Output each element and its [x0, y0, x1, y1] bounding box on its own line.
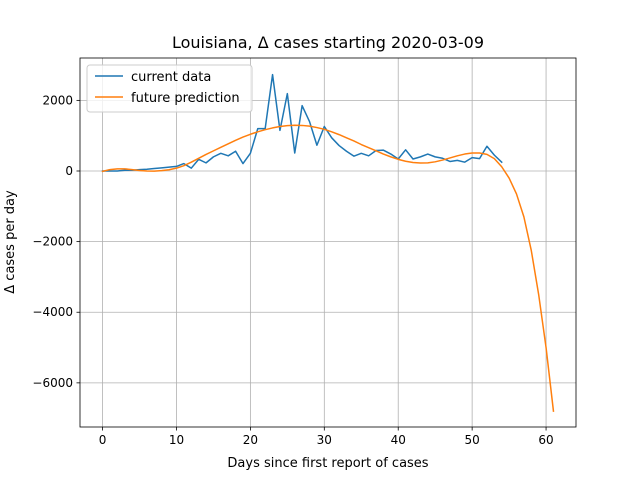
- x-tick-label: 30: [317, 433, 332, 447]
- legend-box: [86, 64, 253, 113]
- y-tick-label: 0: [65, 164, 73, 178]
- legend-label-future-prediction: future prediction: [131, 91, 240, 106]
- y-tick-label: −6000: [32, 376, 73, 390]
- grid-lines: [80, 58, 576, 427]
- x-axis-label: Days since first report of cases: [227, 456, 428, 471]
- x-tick-label: 10: [169, 433, 184, 447]
- x-tick-label: 60: [538, 433, 553, 447]
- legend-label-current-data: current data: [131, 70, 211, 85]
- plot-frame: [79, 57, 577, 428]
- axis-ticks: 0 10 20 30 40 50 60 −6000 −4000 −2000 0 2000: [32, 93, 553, 447]
- y-axis-label: Δ cases per day: [3, 190, 18, 294]
- y-tick-label: −2000: [32, 235, 73, 249]
- y-tick-label: 2000: [42, 93, 73, 107]
- x-tick-label: 20: [243, 433, 258, 447]
- chart-title: Louisiana, Δ cases starting 2020-03-09: [172, 33, 484, 52]
- y-tick-label: −4000: [32, 305, 73, 319]
- legend: current data future prediction: [86, 64, 253, 113]
- series-line-future-prediction: [101, 124, 555, 412]
- series-lines: [101, 73, 555, 412]
- x-tick-label: 50: [465, 433, 480, 447]
- x-tick-label: 40: [391, 433, 406, 447]
- series-line-current-data: [101, 73, 503, 172]
- x-tick-label: 0: [99, 433, 107, 447]
